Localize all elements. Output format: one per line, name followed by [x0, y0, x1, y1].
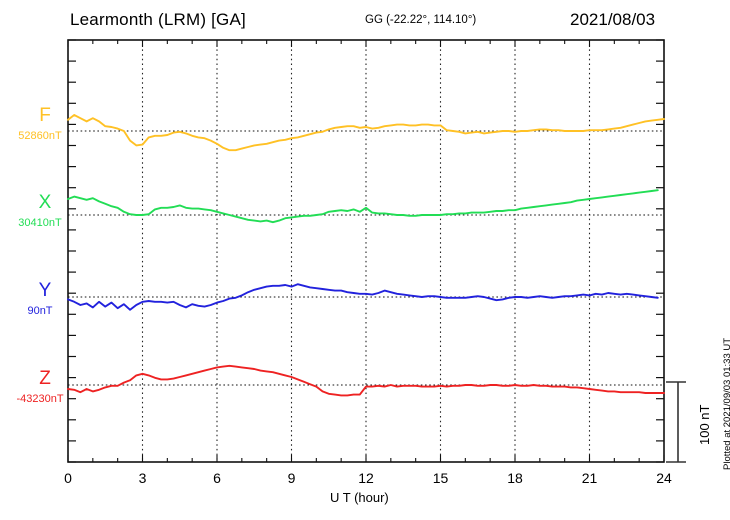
x-tick-label: 3: [138, 470, 147, 486]
trace-z: [67, 364, 665, 397]
trace-f: [67, 114, 665, 152]
component-label-f: F: [39, 105, 51, 126]
geographic-coordinates: GG (-22.22°, 114.10°): [365, 14, 477, 26]
trace-x: [67, 189, 659, 224]
x-axis-label: U T (hour): [330, 490, 389, 505]
x-tick-label: 18: [507, 470, 523, 486]
x-tick-label: 0: [64, 470, 72, 486]
component-baseline-x: 30410nT: [18, 217, 62, 229]
x-tick-label: 15: [432, 470, 449, 486]
component-label-y: Y: [38, 280, 52, 301]
trace-y: [67, 283, 659, 311]
x-tick-label: 6: [213, 470, 221, 486]
x-tick-label: 21: [581, 470, 598, 486]
observation-date: 2021/08/03: [570, 10, 656, 29]
scale-bar-label: 100 nT: [697, 404, 712, 445]
x-tick-label: 9: [287, 470, 296, 486]
component-label-z: Z: [39, 368, 51, 389]
component-label-x: X: [38, 192, 52, 213]
plotted-at-timestamp: Plotted at 2021/09/03 01:33 UT: [722, 337, 730, 470]
component-baseline-z: -43230nT: [16, 393, 64, 405]
component-baseline-f: 52860nT: [18, 130, 62, 142]
x-tick-label: 24: [656, 470, 672, 486]
page-title: Learmonth (LRM) [GA]: [70, 10, 246, 29]
component-baseline-y: 90nT: [27, 305, 53, 317]
x-tick-label: 12: [358, 470, 374, 486]
